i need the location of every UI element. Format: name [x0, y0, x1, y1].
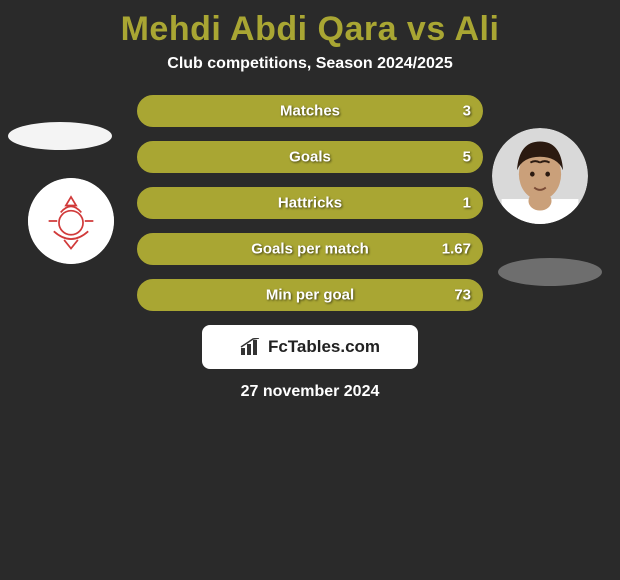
subtitle: Club competitions, Season 2024/2025 [0, 55, 620, 73]
right-player-ellipse [498, 258, 602, 286]
brand-text: FcTables.com [268, 337, 380, 357]
stat-label: Goals [289, 149, 331, 166]
bar-chart-icon [240, 338, 262, 356]
club-emblem-icon [28, 178, 114, 264]
right-player-avatar [492, 128, 588, 224]
brand-badge[interactable]: FcTables.com [202, 325, 418, 369]
stat-value-right: 1.67 [442, 241, 471, 258]
stat-label: Goals per match [251, 241, 369, 258]
stat-row: Hattricks 1 [137, 187, 483, 219]
stat-row: Min per goal 73 [137, 279, 483, 311]
stat-value-right: 3 [463, 103, 471, 120]
stat-row: Matches 3 [137, 95, 483, 127]
stat-value-right: 1 [463, 195, 471, 212]
stat-label: Min per goal [266, 287, 354, 304]
stat-label: Hattricks [278, 195, 342, 212]
player-face-icon [492, 128, 588, 224]
stat-label: Matches [280, 103, 340, 120]
stat-row: Goals per match 1.67 [137, 233, 483, 265]
page-title: Mehdi Abdi Qara vs Ali [0, 0, 620, 55]
stat-row: Goals 5 [137, 141, 483, 173]
stat-value-right: 5 [463, 149, 471, 166]
stat-value-right: 73 [454, 287, 471, 304]
date-text: 27 november 2024 [0, 383, 620, 401]
left-club-logo [28, 178, 114, 264]
left-player-ellipse [8, 122, 112, 150]
